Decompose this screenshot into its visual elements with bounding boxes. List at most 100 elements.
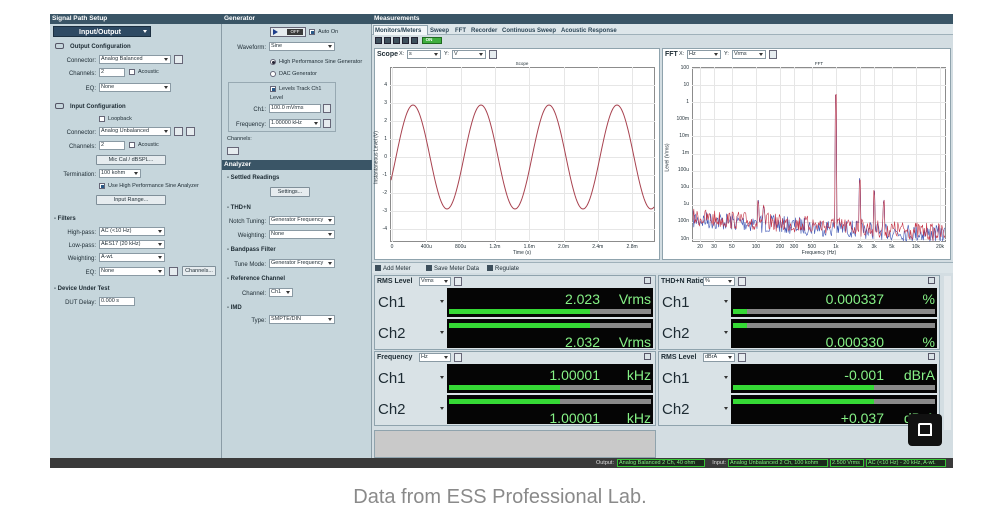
label: Connector: [66,58,96,64]
mode-selector[interactable] [53,26,151,37]
y-tick-label: 10u [680,184,689,191]
channels-button[interactable] [227,147,239,155]
mic-cal-button[interactable] [96,155,166,165]
toolbar-icon[interactable] [375,265,381,271]
generator-header-title: Generator [224,15,256,22]
toolbar-icon[interactable] [411,37,418,44]
icon-button[interactable] [174,55,183,64]
on-button[interactable] [422,37,442,44]
connector-field[interactable] [99,127,171,136]
toolbar-button[interactable]: Add Meter [383,265,411,272]
settings-button[interactable] [270,187,310,197]
eq-field[interactable] [99,83,171,92]
toolbar-icon[interactable] [487,265,493,271]
meter-settings[interactable] [738,352,746,362]
meter-settings[interactable] [454,276,462,286]
x-tick-label: 20 [697,243,703,250]
meter-close[interactable] [928,277,935,284]
channel-field[interactable] [269,288,293,297]
meter-close[interactable] [928,353,935,360]
level-field[interactable] [269,104,321,113]
home-button[interactable] [908,414,942,446]
frequency-field[interactable] [269,119,321,128]
meter-close[interactable] [644,353,651,360]
tab[interactable]: Monitors/Meters [375,27,422,34]
channel-label: Ch2 [662,401,690,418]
meter-unit-field[interactable] [419,352,451,362]
connector-field[interactable] [99,55,171,64]
y-unit-field[interactable] [452,50,486,59]
dropdown-arrow [714,53,718,56]
label: Termination: [63,172,96,178]
lowpass-field[interactable] [99,240,165,249]
spin[interactable] [323,119,331,128]
highpass-field[interactable] [99,227,165,236]
meter-unit-field[interactable] [703,276,735,286]
channel-field-value: Ch1 [271,289,282,295]
meter-reading: 0.000330 [825,334,884,350]
x-tick-label: 2.8m [626,243,638,250]
meter-settings[interactable] [738,276,746,286]
dac-radio[interactable] [270,71,276,77]
spin[interactable] [323,104,331,113]
weighting-field[interactable] [269,230,335,239]
x-unit-field[interactable] [407,50,441,59]
toolbar-icon[interactable] [384,37,391,44]
meter-unit: % [922,291,935,307]
tab[interactable]: Sweep [430,27,450,34]
toolbar-button[interactable]: Regulate [495,265,520,272]
input-range-button[interactable] [96,195,166,205]
y-unit-field[interactable] [732,50,766,59]
icon-button[interactable] [174,127,183,136]
icon-button[interactable] [186,127,195,136]
loopback-check[interactable] [99,116,105,122]
meter-unit: kHz [626,410,651,426]
channels-field[interactable] [99,68,125,77]
termination-field-value: 100 kohm [101,170,126,176]
notch-field[interactable] [269,216,335,225]
waveform-field[interactable] [269,42,335,51]
grid-line [794,67,796,242]
type-field[interactable] [269,315,335,324]
levels-track-check-label: Levels Track Ch1 [279,85,322,92]
meter-settings[interactable] [454,352,462,362]
label: Weighting: [67,256,96,262]
channel-label: Ch1 [378,294,406,311]
tab[interactable]: Continuous Sweep [502,27,556,34]
dac-radio-label: DAC Generator [279,70,317,77]
acoustic-check[interactable] [129,142,135,148]
acoustic-check[interactable] [129,69,135,75]
plot-settings[interactable] [769,50,777,59]
delay-field[interactable] [99,297,135,306]
toolbar-icon[interactable] [402,37,409,44]
icon-button[interactable] [169,267,178,276]
termination-field[interactable] [99,169,141,178]
channels-field[interactable] [99,141,125,150]
toolbar-icon[interactable] [393,37,400,44]
tab[interactable]: Recorder [471,27,498,34]
tab-active[interactable] [373,25,428,35]
y-prefix: Y: [724,51,729,57]
toolbar-button[interactable]: Save Meter Data [434,265,480,272]
meter-close[interactable] [644,277,651,284]
status-output-text: Analog Balanced 2 Ch, 40 ohm [619,459,696,466]
toolbar-icon[interactable] [375,37,382,44]
meter-unit-field[interactable] [419,276,451,286]
label: Channels: [68,71,96,77]
dropdown-arrow [444,355,448,359]
plot-settings[interactable] [489,50,497,59]
channel-label: Ch1 [662,294,690,311]
delay-field-value: 0.000 s [101,298,120,304]
weighting-field[interactable] [99,253,165,262]
meter-unit-field[interactable] [703,352,735,362]
tab[interactable]: Acoustic Response [561,27,617,34]
status-filter-text: AC (<10 Hz) - 20 kHz, A-wt. [868,459,936,466]
channels-button[interactable] [182,266,216,276]
tune-field[interactable] [269,259,335,268]
eq-field[interactable] [99,267,165,276]
toolbar-icon[interactable] [426,265,432,271]
x-tick-label: 1.6m [523,243,535,250]
y-axis-label: Level (Vrms) [664,143,671,172]
tab[interactable]: FFT [455,27,466,34]
x-unit-field[interactable] [687,50,721,59]
